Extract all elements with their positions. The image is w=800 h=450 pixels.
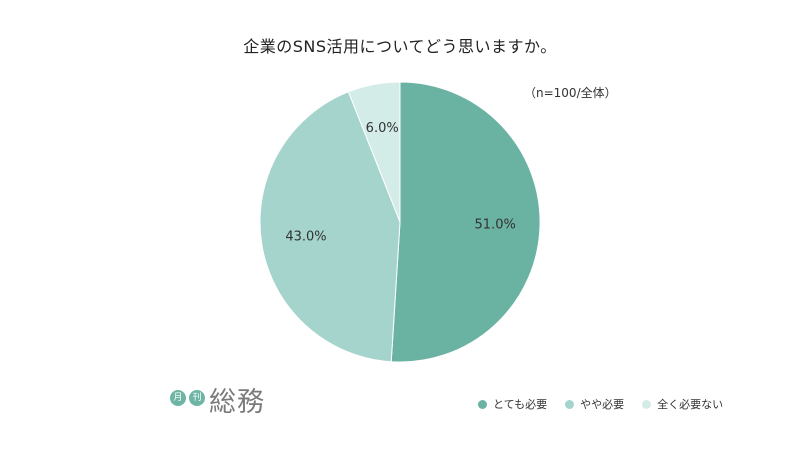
pie-label-somewhat-necessary: 43.0% — [285, 229, 326, 244]
legend-swatch — [565, 399, 575, 409]
brand-name: 総務 — [209, 387, 265, 418]
brand-badge-getsu: 月 — [170, 390, 186, 406]
legend-swatch — [642, 399, 652, 409]
pie-slice-somewhat-necessary — [259, 91, 401, 363]
legend-label: 全く必要ない — [657, 398, 724, 411]
legend-item-very-necessary: とても必要 — [478, 396, 547, 412]
brand-badge-kan: 刊 — [189, 390, 205, 406]
chart-legend: とても必要 やや必要 全く必要ない — [478, 396, 723, 412]
pie-slice-very-necessary — [390, 81, 541, 363]
sample-size-note: （n=100/全体） — [524, 86, 617, 100]
chart-title: 企業のSNS活用についてどう思いますか。 — [243, 37, 557, 56]
legend-item-somewhat-necessary: やや必要 — [565, 396, 624, 412]
pie-label-very-necessary: 51.0% — [475, 218, 516, 233]
legend-swatch — [478, 399, 487, 409]
legend-label: やや必要 — [580, 398, 625, 411]
publisher-logo: 月 刊 総務 — [170, 386, 265, 420]
legend-label: とても必要 — [493, 398, 548, 411]
pie-label-not-necessary: 6.0% — [366, 121, 399, 136]
pie-slice-not-necessary — [347, 81, 401, 223]
legend-item-not-necessary: 全く必要ない — [642, 396, 723, 412]
